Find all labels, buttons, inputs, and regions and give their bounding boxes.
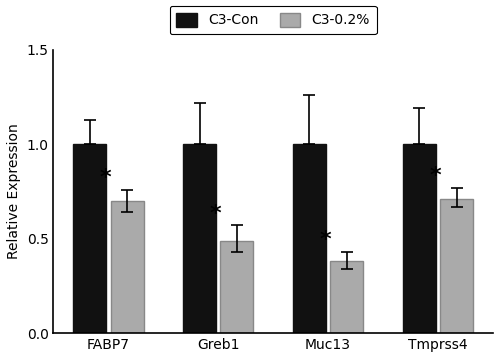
Bar	[74, 144, 106, 333]
Bar	[403, 144, 436, 333]
Legend: C3-Con, C3-0.2%: C3-Con, C3-0.2%	[170, 6, 377, 34]
Text: *: *	[320, 230, 331, 250]
Text: *: *	[100, 168, 112, 188]
Bar	[110, 201, 144, 333]
Bar	[220, 241, 254, 333]
Bar	[293, 144, 326, 333]
Bar	[183, 144, 216, 333]
Y-axis label: Relative Expression: Relative Expression	[7, 123, 21, 259]
Bar	[330, 261, 364, 333]
Bar	[440, 199, 473, 333]
Text: *: *	[210, 204, 222, 224]
Text: *: *	[430, 166, 441, 186]
